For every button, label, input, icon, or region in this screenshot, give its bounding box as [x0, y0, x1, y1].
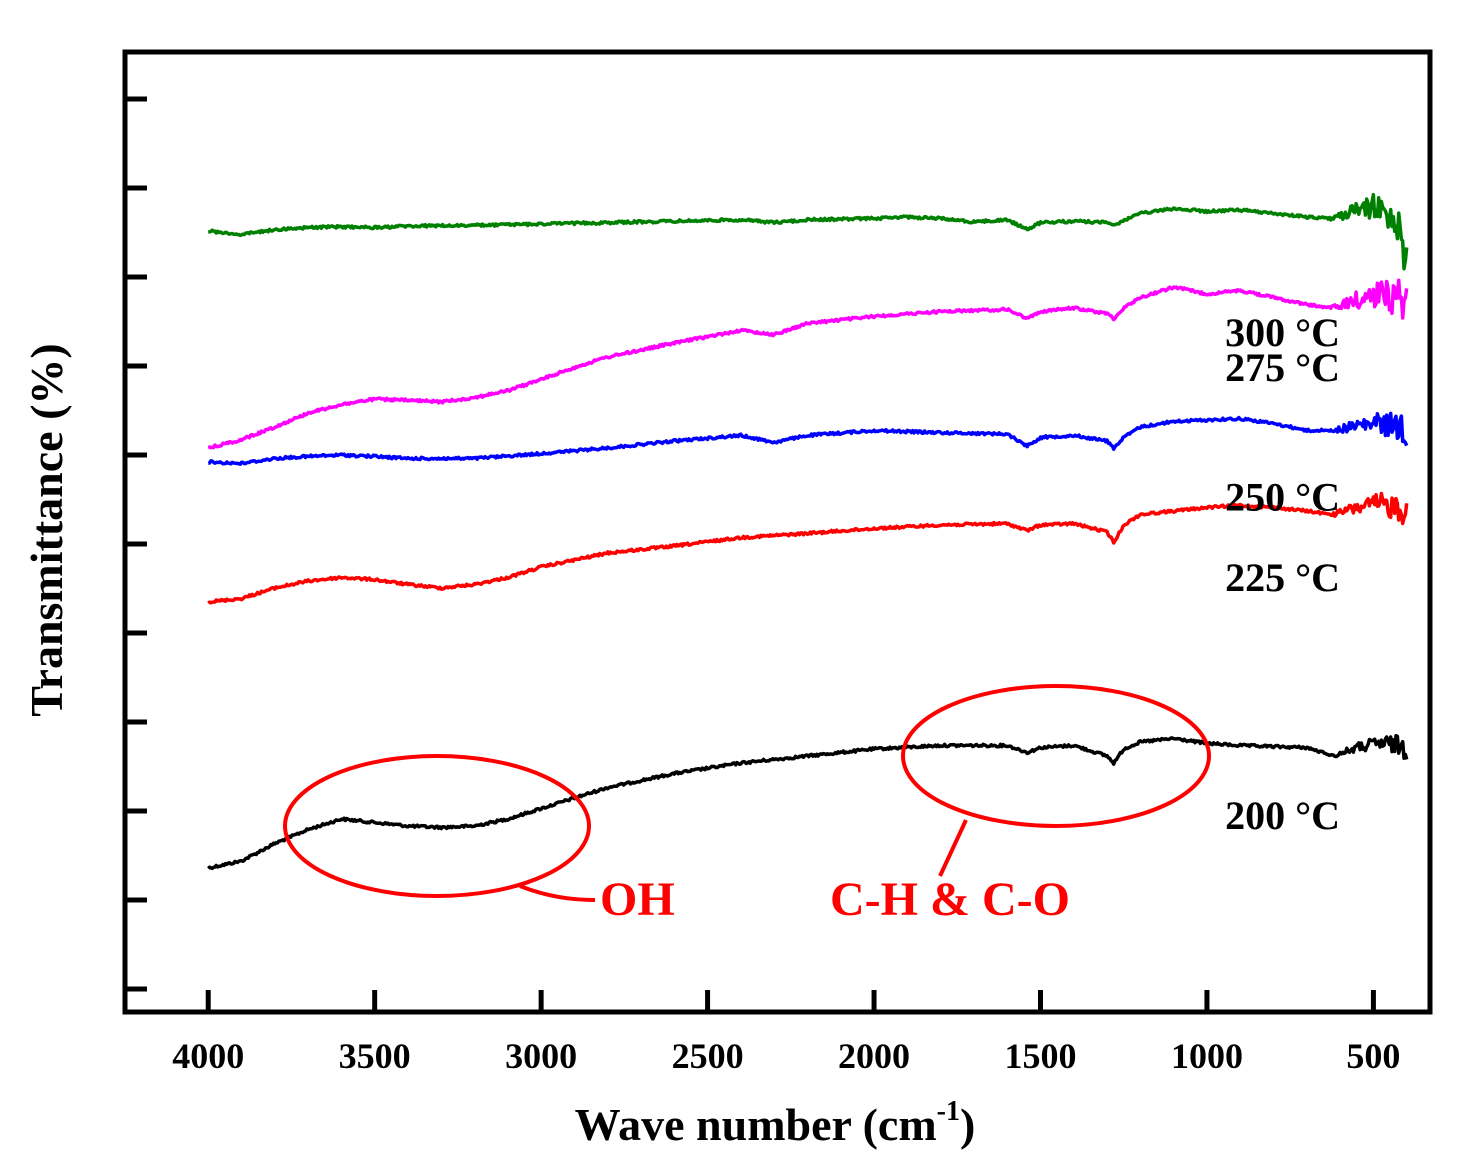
x-axis-title-superscript: -1: [937, 1096, 960, 1127]
series-label-1: 200 °C: [1225, 793, 1340, 838]
y-axis-title: Transmittance (%): [21, 343, 72, 716]
series-line-5: [207, 192, 1409, 271]
x-tick-label: 2000: [838, 1036, 910, 1076]
oh-annotation-leader: [519, 884, 596, 902]
oh-annotation-label: OH: [600, 873, 675, 926]
x-tick-label: 2500: [672, 1036, 744, 1076]
oh-annotation-ellipse: [283, 754, 591, 898]
x-tick-label: 1500: [1004, 1036, 1076, 1076]
series-label-2: 225 °C: [1225, 555, 1340, 600]
plot-frame: [122, 49, 1433, 1015]
series-label-4: 275 °C: [1225, 345, 1340, 390]
x-tick-label: 1000: [1171, 1036, 1243, 1076]
series-line-2: [207, 491, 1409, 605]
x-tick-label: 3000: [505, 1036, 577, 1076]
oh-annotation: OH: [283, 754, 675, 926]
x-tick-label: 500: [1346, 1036, 1400, 1076]
x-tick-label: 4000: [172, 1036, 244, 1076]
y-axis-ticks: [125, 96, 147, 992]
x-axis-title: Wave number (cm-1): [575, 1096, 976, 1150]
x-tick-label: 3500: [339, 1036, 411, 1076]
ch-co-annotation-leader: [938, 819, 968, 877]
x-axis-title-close: ): [960, 1099, 975, 1150]
x-axis-title-main: Wave number (cm: [575, 1099, 937, 1150]
series-line-3: [207, 411, 1409, 466]
ch-co-annotation-ellipse: [901, 684, 1211, 828]
series-label-3: 250 °C: [1225, 475, 1340, 520]
x-axis-ticks: 4000 3500 3000 2500 2000 1500 1000 500: [172, 990, 1400, 1076]
ch-co-annotation: C-H & C-O: [830, 684, 1211, 926]
ch-co-annotation-label: C-H & C-O: [830, 873, 1070, 926]
series-label-5: 300 °C: [1225, 310, 1340, 355]
series-line-4: [207, 278, 1409, 450]
